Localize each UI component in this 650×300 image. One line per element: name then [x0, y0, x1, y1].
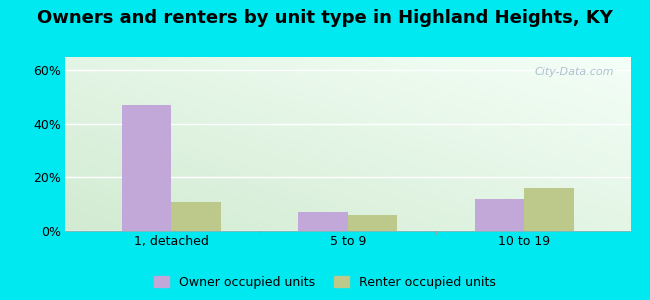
Bar	[525, 188, 574, 231]
Text: City-Data.com: City-Data.com	[534, 68, 614, 77]
Bar	[122, 105, 171, 231]
Bar	[475, 199, 525, 231]
Bar	[298, 212, 348, 231]
Bar	[171, 202, 220, 231]
Bar	[348, 215, 397, 231]
Text: Owners and renters by unit type in Highland Heights, KY: Owners and renters by unit type in Highl…	[37, 9, 613, 27]
Legend: Owner occupied units, Renter occupied units: Owner occupied units, Renter occupied un…	[149, 271, 501, 294]
